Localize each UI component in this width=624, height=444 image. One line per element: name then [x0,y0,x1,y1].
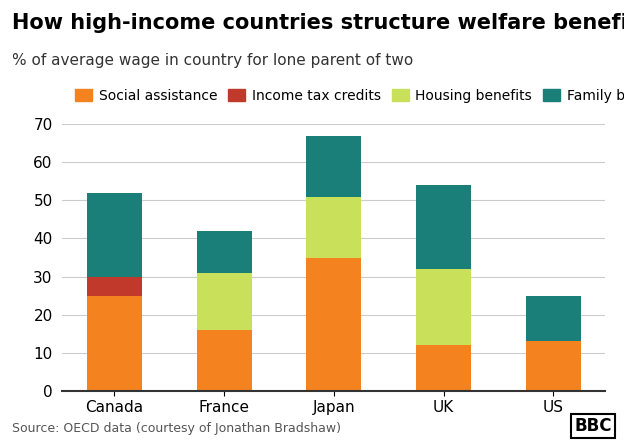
Bar [306,197,361,258]
Bar [416,185,471,269]
Bar [87,277,142,296]
Bar [416,269,471,345]
Bar [87,296,142,391]
Bar [526,296,580,341]
Text: Source: OECD data (courtesy of Jonathan Bradshaw): Source: OECD data (courtesy of Jonathan … [12,422,341,435]
Bar [197,330,251,391]
Bar [87,193,142,277]
Bar [526,341,580,391]
Text: % of average wage in country for lone parent of two: % of average wage in country for lone pa… [12,53,414,68]
Bar [306,136,361,197]
Bar [197,231,251,273]
Bar [306,258,361,391]
Bar [197,273,251,330]
Legend: Social assistance, Income tax credits, Housing benefits, Family benefits: Social assistance, Income tax credits, H… [69,83,624,108]
Text: How high-income countries structure welfare benefits: How high-income countries structure welf… [12,13,624,33]
Bar [416,345,471,391]
Text: BBC: BBC [574,417,612,435]
